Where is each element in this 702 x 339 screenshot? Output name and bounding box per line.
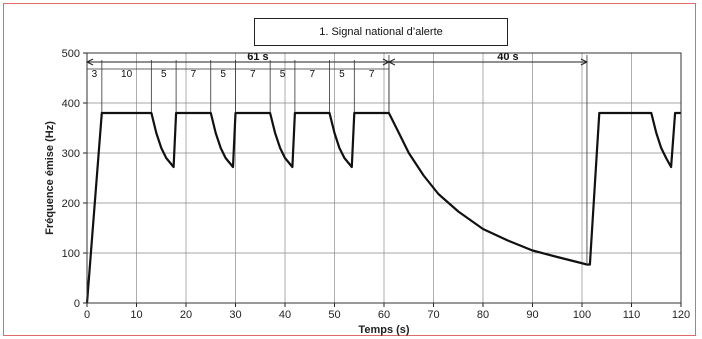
x-tick-label: 90 [526, 309, 538, 321]
y-axis-label: Fréquence émise (Hz) [44, 121, 56, 235]
axes: 0 10 20 30 40 50 60 70 80 90 100 110 120 0 100 200 300 40… [62, 48, 691, 321]
segment-label: 10 [121, 69, 133, 80]
chart-title-box: 1. Signal national d’alerte [254, 18, 508, 46]
bracket-label: 40 s [497, 51, 518, 63]
chart-frame [3, 3, 696, 336]
segment-label: 5 [220, 69, 226, 80]
series-line-group [85, 111, 681, 304]
segment-label: 7 [309, 69, 315, 80]
bracket-label: 61 s [247, 51, 268, 63]
segment-label: 7 [191, 69, 197, 80]
x-tick-label: 100 [573, 309, 591, 321]
segment-label: 5 [339, 69, 345, 80]
segment-label: 3 [92, 69, 98, 80]
segment-label: 7 [250, 69, 256, 80]
x-tick-label: 40 [279, 309, 291, 321]
x-tick-label: 120 [672, 309, 690, 321]
y-tick-label: 400 [62, 98, 80, 110]
y-tick-label: 100 [62, 248, 80, 260]
segment-label: 5 [161, 69, 167, 80]
x-axis-label: Temps (s) [358, 324, 409, 336]
y-tick-label: 0 [74, 298, 80, 310]
y-tick-label: 200 [62, 198, 80, 210]
x-tick-label: 20 [180, 309, 192, 321]
x-tick-label: 50 [328, 309, 340, 321]
y-tick-label: 500 [62, 48, 80, 60]
x-tick-label: 110 [623, 309, 641, 321]
series-line [85, 111, 681, 304]
x-tick-label: 0 [84, 309, 90, 321]
x-tick-label: 10 [130, 309, 142, 321]
plot-border [86, 52, 682, 304]
segment-label: 5 [280, 69, 286, 80]
x-tick-label: 30 [229, 309, 241, 321]
y-tick-label: 300 [62, 148, 80, 160]
segment-label: 7 [369, 69, 375, 80]
x-tick-label: 70 [427, 309, 439, 321]
annotations: 3 10 5 7 5 7 5 7 5 7 61 s 40 s [85, 51, 589, 263]
x-tick-label: 60 [378, 309, 390, 321]
chart-title: 1. Signal national d’alerte [319, 26, 443, 38]
x-tick-label: 80 [477, 309, 489, 321]
